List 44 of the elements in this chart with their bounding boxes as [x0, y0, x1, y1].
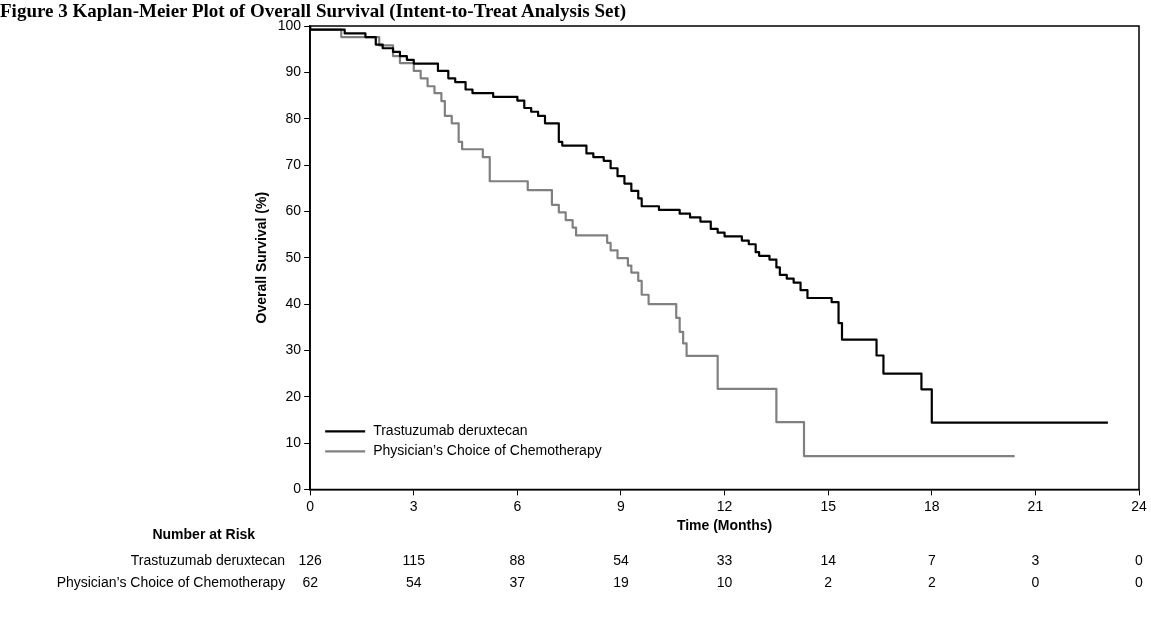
x-tick-label: 6	[513, 497, 522, 514]
text: 0	[1031, 574, 1040, 591]
text: 10	[716, 574, 733, 591]
y-tick-label: 20	[285, 387, 302, 404]
text: 0	[1135, 574, 1144, 591]
x-tick-label: 18	[924, 497, 940, 514]
y-tick-label: 10	[285, 433, 302, 450]
text: 14	[820, 552, 837, 569]
x-tick-label: 3	[409, 497, 418, 514]
y-tick-label: 0	[293, 480, 302, 497]
x-tick-label: 24	[1131, 497, 1147, 514]
y-tick-label: 40	[285, 294, 302, 311]
y-tick-label: 70	[285, 155, 302, 172]
text: Trastuzumab deruxtecan	[130, 552, 286, 569]
text: 115	[402, 552, 426, 569]
x-tick-label: 9	[617, 497, 626, 514]
x-tick-label: 12	[716, 497, 733, 514]
x-tick-label: 0	[306, 497, 315, 514]
text: 0	[1135, 552, 1144, 569]
text: 126	[298, 552, 323, 569]
text: Number at Risk	[152, 526, 256, 543]
text: 2	[927, 574, 936, 591]
legend-label: Trastuzumab deruxtecan	[373, 422, 528, 439]
text: 54	[613, 552, 629, 569]
text: 3	[1031, 552, 1040, 569]
y-tick-label: 80	[285, 109, 302, 126]
text: 88	[509, 552, 526, 569]
text: 37	[509, 574, 526, 591]
text: 19	[613, 574, 629, 591]
text: 7	[927, 552, 936, 569]
text: 54	[405, 574, 422, 591]
legend-label: Physician’s Choice of Chemotherapy	[373, 442, 602, 459]
text: 62	[302, 574, 319, 591]
y-tick-label: 90	[285, 63, 302, 80]
y-tick-label: 30	[285, 341, 302, 358]
text: Physician’s Choice of Chemotherapy	[56, 574, 286, 591]
y-axis-title: Overall Survival (%)	[253, 191, 270, 324]
y-tick-label: 60	[285, 202, 302, 219]
text: 33	[716, 552, 733, 569]
x-axis-title: Time (Months)	[676, 517, 773, 534]
x-tick-label: 21	[1027, 497, 1044, 514]
y-tick-label: 50	[285, 248, 302, 265]
text: 2	[824, 574, 833, 591]
x-tick-label: 15	[820, 497, 837, 514]
